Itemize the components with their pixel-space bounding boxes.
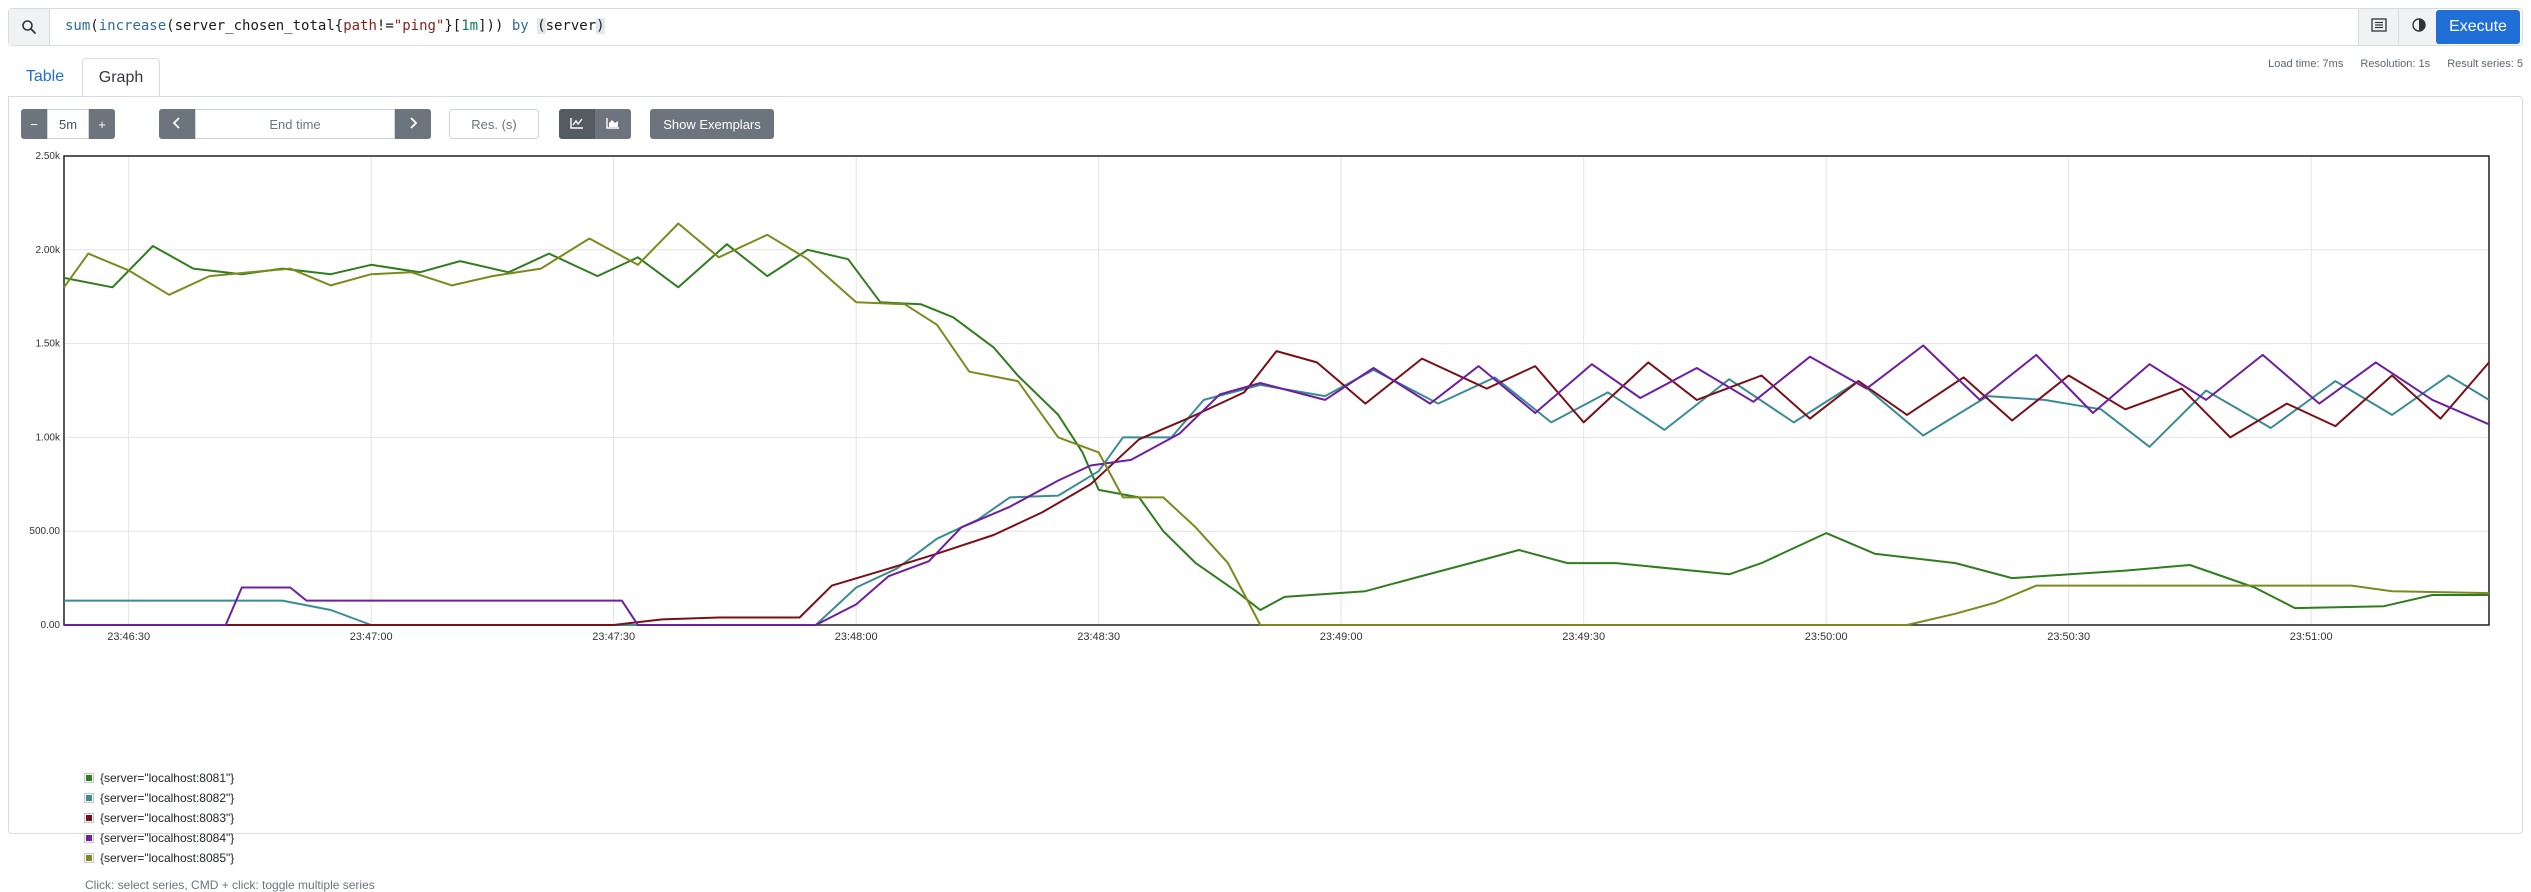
legend-item[interactable]: {server="localhost:8081"} (84, 768, 235, 788)
chart-legend: {server="localhost:8081"} {server="localh… (84, 768, 235, 868)
legend-label: {server="localhost:8084"} (100, 831, 235, 845)
legend-swatch (84, 793, 94, 803)
query-token: ) (596, 18, 605, 34)
x-tick-label: 23:48:30 (1077, 631, 1120, 643)
legend-item[interactable]: {server="localhost:8085"} (84, 848, 235, 868)
show-exemplars-button[interactable]: Show Exemplars (650, 109, 774, 139)
x-tick-label: 23:47:00 (350, 631, 393, 643)
result-series: Result series: 5 (2447, 58, 2523, 70)
range-input[interactable]: 5m (47, 109, 89, 139)
series-line-3 (64, 350, 2490, 626)
x-tick-label: 23:49:00 (1320, 631, 1363, 643)
query-token: ] (478, 18, 487, 34)
legend-label: {server="localhost:8085"} (100, 851, 235, 865)
x-tick-label: 23:50:30 (2047, 631, 2090, 643)
query-token: ( (537, 18, 546, 34)
x-tick-label: 23:47:30 (592, 631, 635, 643)
series-line-5 (63, 222, 2490, 626)
legend-label: {server="localhost:8081"} (100, 771, 235, 785)
resolution: Resolution: 1s (2360, 58, 2431, 70)
graph-chart: 0.00 500.00 1.00k 1.50k 2.00k 2.50k 23:46:30 23… (29, 151, 2490, 643)
query-token: sum (65, 18, 91, 34)
query-token: [ (452, 18, 462, 34)
tab-table[interactable]: Table (25, 68, 65, 85)
query-token: "ping" (393, 18, 445, 34)
stacked-chart-button[interactable] (595, 109, 631, 139)
query-token: server_chosen_total (174, 18, 335, 34)
next-time-button[interactable] (395, 109, 431, 139)
area-chart-icon (606, 117, 620, 132)
series-line-4 (64, 344, 2490, 626)
query-token: ( (166, 18, 175, 34)
end-time-input[interactable]: End time (195, 109, 395, 139)
query-token: server (545, 18, 597, 34)
query-token: )) (486, 18, 504, 34)
resolution-input[interactable]: Res. (s) (449, 109, 539, 139)
increase-range-button[interactable]: + (89, 109, 115, 139)
execute-button[interactable]: Execute (2436, 10, 2520, 44)
query-token: by (511, 18, 529, 34)
legend-swatch (84, 813, 94, 823)
x-tick-label: 23:50:00 (1805, 631, 1848, 643)
query-token: ( (90, 18, 99, 34)
query-expression-input[interactable]: sum(increase(server_chosen_total{path!="… (65, 18, 605, 34)
globe-icon (2411, 17, 2427, 38)
previous-time-button[interactable] (159, 109, 195, 139)
y-tick-label: 1.50k (36, 339, 61, 350)
series-line-2 (64, 368, 2490, 626)
query-token: path (343, 18, 377, 34)
legend-label: {server="localhost:8082"} (100, 791, 235, 805)
x-tick-label: 23:51:00 (2290, 631, 2333, 643)
decrease-range-button[interactable]: − (21, 109, 47, 139)
query-token: } (444, 18, 453, 34)
unstacked-chart-button[interactable] (559, 109, 595, 139)
search-icon (9, 9, 50, 45)
query-token: { (334, 18, 344, 34)
legend-item[interactable]: {server="localhost:8082"} (84, 788, 235, 808)
y-tick-label: 500.00 (29, 526, 60, 537)
legend-label: {server="localhost:8083"} (100, 811, 235, 825)
chevron-right-icon (408, 116, 418, 132)
y-tick-label: 0.00 (41, 620, 61, 631)
query-token: != (376, 18, 394, 34)
plot-area (63, 155, 2490, 626)
chevron-left-icon (172, 116, 182, 132)
y-tick-label: 2.50k (36, 151, 61, 162)
x-tick-label: 23:49:30 (1562, 631, 1605, 643)
legend-swatch (84, 853, 94, 863)
y-tick-label: 2.00k (36, 245, 61, 256)
legend-swatch (84, 833, 94, 843)
theme-toggle-button[interactable] (2398, 9, 2439, 45)
query-stats: Load time: 7ms Resolution: 1s Result ser… (2254, 58, 2523, 70)
series-line-1 (63, 243, 2489, 611)
metrics-explorer-button[interactable] (2358, 9, 2399, 45)
list-icon (2371, 17, 2387, 37)
legend-hint: Click: select series, CMD + click: toggl… (85, 878, 375, 892)
line-chart-icon (570, 117, 584, 132)
x-tick-label: 23:48:00 (835, 631, 878, 643)
legend-swatch (84, 773, 94, 783)
x-tick-label: 23:46:30 (107, 631, 150, 643)
legend-item[interactable]: {server="localhost:8084"} (84, 828, 235, 848)
y-tick-label: 1.00k (36, 432, 61, 443)
query-bar: sum(increase(server_chosen_total{path!="… (8, 8, 2523, 46)
load-time: Load time: 7ms (2268, 58, 2344, 70)
query-token: 1m (461, 18, 479, 34)
tab-graph[interactable]: Graph (82, 58, 160, 96)
query-token: increase (98, 18, 167, 34)
legend-item[interactable]: {server="localhost:8083"} (84, 808, 235, 828)
